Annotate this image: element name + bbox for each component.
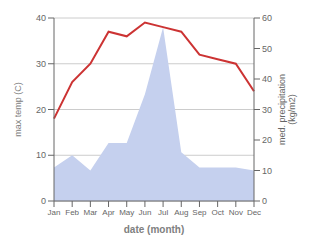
svg-text:Feb: Feb	[65, 208, 79, 217]
svg-text:30: 30	[36, 59, 46, 69]
svg-text:10: 10	[262, 166, 272, 176]
svg-text:Sep: Sep	[192, 208, 207, 217]
svg-text:20: 20	[36, 105, 46, 115]
svg-text:max temp (C): max temp (C)	[13, 82, 23, 137]
svg-text:Mar: Mar	[83, 208, 97, 217]
svg-text:60: 60	[262, 13, 272, 23]
svg-text:Aug: Aug	[174, 208, 188, 217]
svg-text:40: 40	[36, 13, 46, 23]
svg-text:Apr: Apr	[102, 208, 115, 217]
svg-text:Dec: Dec	[247, 208, 261, 217]
svg-text:20: 20	[262, 135, 272, 145]
svg-text:0: 0	[41, 196, 46, 206]
svg-text:40: 40	[262, 74, 272, 84]
svg-text:Jun: Jun	[138, 208, 151, 217]
svg-text:med. precipitation(kg/m2): med. precipitation(kg/m2)	[277, 74, 297, 145]
svg-text:50: 50	[262, 44, 272, 54]
svg-text:May: May	[119, 208, 134, 217]
svg-text:0: 0	[262, 196, 267, 206]
svg-text:Jan: Jan	[48, 208, 61, 217]
svg-text:Nov: Nov	[229, 208, 243, 217]
svg-text:30: 30	[262, 105, 272, 115]
svg-text:date (month): date (month)	[124, 224, 185, 235]
svg-text:10: 10	[36, 150, 46, 160]
svg-text:Oct: Oct	[211, 208, 224, 217]
svg-text:Jul: Jul	[158, 208, 168, 217]
